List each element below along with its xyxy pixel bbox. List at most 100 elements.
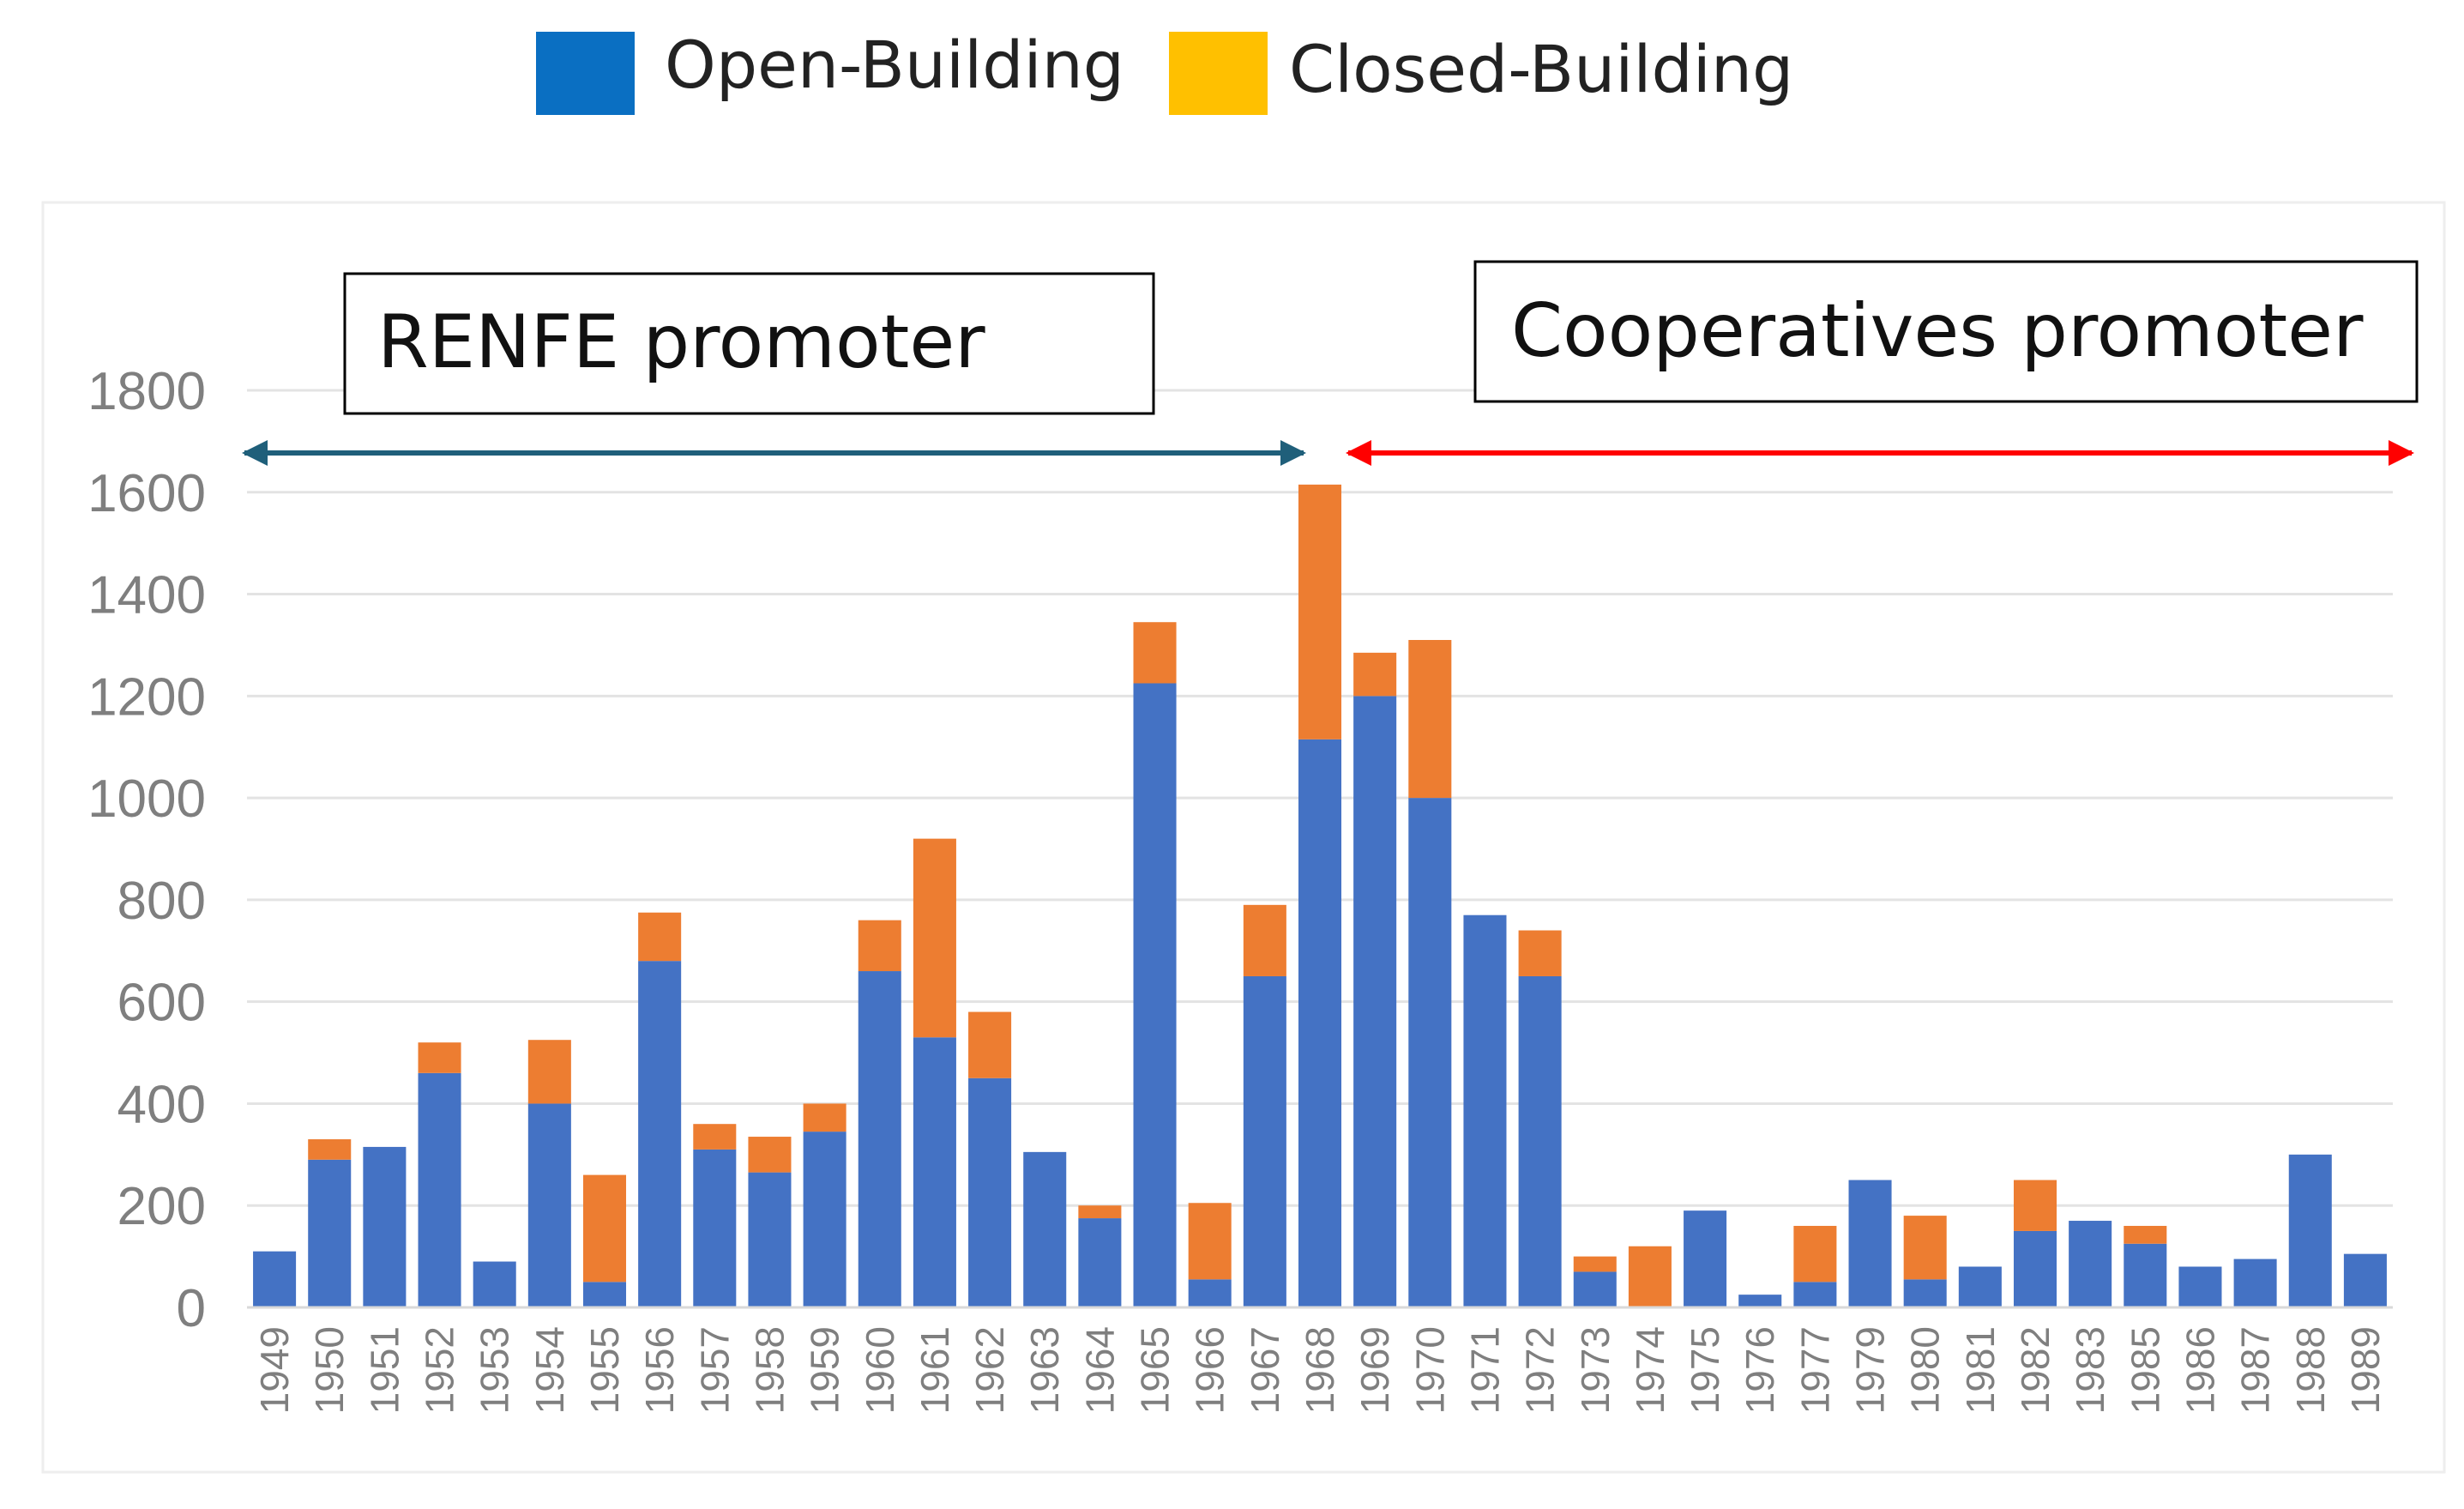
bar-closed-building-1964 xyxy=(1078,1205,1122,1219)
legend: Open-Building Closed-Building xyxy=(536,27,1793,115)
bar-closed-building-1958 xyxy=(748,1137,792,1173)
bar-closed-building-1977 xyxy=(1793,1225,1837,1283)
legend-label-closed-building: Closed-Building xyxy=(1289,31,1793,107)
bar-closed-building-1985 xyxy=(2124,1225,2167,1244)
y-tick-label: 1400 xyxy=(87,566,206,625)
x-tick-label: 1958 xyxy=(747,1326,792,1414)
annotation-box-renfe xyxy=(343,272,1155,415)
y-tick-label: 1200 xyxy=(87,667,206,727)
x-tick-label: 1983 xyxy=(2068,1326,2112,1414)
y-tick-label: 200 xyxy=(117,1177,206,1236)
bar-closed-building-1965 xyxy=(1133,622,1177,684)
bar-open-building-1959 xyxy=(803,1132,846,1307)
bar-open-building-1965 xyxy=(1133,683,1177,1307)
bar-open-building-1961 xyxy=(913,1037,956,1307)
x-tick-label: 1950 xyxy=(307,1326,352,1414)
y-tick-label: 800 xyxy=(117,872,206,931)
x-tick-label: 1967 xyxy=(1243,1326,1287,1414)
bar-open-building-1979 xyxy=(1848,1180,1892,1307)
bar-open-building-1976 xyxy=(1738,1295,1782,1307)
bar-open-building-1957 xyxy=(693,1149,737,1307)
plot-frame xyxy=(41,201,2446,1474)
x-tick-label: 1953 xyxy=(473,1326,517,1414)
bar-open-building-1968 xyxy=(1298,739,1342,1307)
bar-closed-building-1969 xyxy=(1353,652,1397,697)
x-tick-label: 1971 xyxy=(1462,1326,1507,1414)
x-tick-label: 1975 xyxy=(1683,1326,1727,1414)
x-tick-label: 1964 xyxy=(1077,1326,1122,1414)
annotation-cooperatives: Cooperatives promoter xyxy=(1346,260,2419,466)
x-tick-label: 1956 xyxy=(637,1326,682,1414)
legend-swatch-open-building xyxy=(536,32,635,115)
x-tick-label: 1969 xyxy=(1352,1326,1397,1414)
bar-open-building-1985 xyxy=(2124,1243,2167,1307)
x-tick-label: 1949 xyxy=(252,1326,297,1414)
bar-closed-building-1959 xyxy=(803,1103,846,1132)
bar-closed-building-1980 xyxy=(1903,1216,1947,1280)
x-tick-label: 1988 xyxy=(2288,1326,2333,1414)
bar-open-building-1981 xyxy=(1958,1266,2002,1307)
annotation-label-cooperatives: Cooperatives promoter xyxy=(1511,288,2364,374)
x-tick-label: 1987 xyxy=(2233,1326,2278,1414)
legend-swatch-closed-building xyxy=(1169,32,1268,115)
y-tick-label: 1600 xyxy=(87,464,206,523)
bar-closed-building-1974 xyxy=(1628,1246,1672,1307)
bar-closed-building-1954 xyxy=(527,1040,571,1104)
bar-open-building-1952 xyxy=(418,1072,461,1307)
bar-closed-building-1950 xyxy=(308,1139,352,1160)
bar-open-building-1950 xyxy=(308,1159,352,1307)
bar-closed-building-1952 xyxy=(418,1042,461,1073)
x-tick-label: 1968 xyxy=(1298,1326,1342,1414)
bar-open-building-1988 xyxy=(2288,1154,2332,1307)
bar-open-building-1971 xyxy=(1463,914,1507,1307)
x-tick-label: 1980 xyxy=(1903,1326,1948,1414)
x-tick-label: 1962 xyxy=(967,1326,1012,1414)
annotation-box-cooperatives xyxy=(1473,260,2419,403)
bar-open-building-1970 xyxy=(1408,798,1452,1307)
x-tick-label: 1961 xyxy=(913,1326,957,1414)
bar-open-building-1983 xyxy=(2069,1221,2112,1307)
bar-closed-building-1968 xyxy=(1298,484,1342,739)
x-tick-label: 1989 xyxy=(2343,1326,2388,1414)
bar-open-building-1963 xyxy=(1023,1151,1067,1307)
bar-open-building-1964 xyxy=(1078,1218,1122,1307)
x-tick-label: 1976 xyxy=(1738,1326,1782,1414)
legend-label-open-building: Open-Building xyxy=(665,27,1124,103)
x-tick-label: 1974 xyxy=(1628,1326,1672,1414)
bar-open-building-1960 xyxy=(858,971,901,1307)
bar-open-building-1956 xyxy=(638,961,682,1307)
bar-closed-building-1961 xyxy=(913,838,956,1038)
bar-open-building-1966 xyxy=(1188,1279,1232,1307)
bar-closed-building-1960 xyxy=(858,920,901,972)
bar-closed-building-1967 xyxy=(1243,904,1286,976)
bar-open-building-1955 xyxy=(582,1282,627,1307)
x-tick-label: 1977 xyxy=(1792,1326,1837,1414)
bar-closed-building-1982 xyxy=(2013,1180,2057,1231)
y-tick-label: 1800 xyxy=(87,362,206,421)
bar-closed-building-1962 xyxy=(968,1011,1012,1078)
x-tick-label: 1965 xyxy=(1133,1326,1178,1414)
bar-open-building-1972 xyxy=(1518,975,1562,1307)
x-tick-label: 1963 xyxy=(1022,1326,1067,1414)
x-tick-label: 1979 xyxy=(1848,1326,1893,1414)
bar-open-building-1975 xyxy=(1684,1210,1727,1307)
annotation-renfe: RENFE promoter xyxy=(242,272,1306,466)
bar-closed-building-1966 xyxy=(1188,1203,1232,1280)
bar-open-building-1977 xyxy=(1793,1282,1837,1307)
x-tick-label: 1952 xyxy=(418,1326,462,1414)
bar-open-building-1980 xyxy=(1903,1279,1947,1307)
bar-open-building-1951 xyxy=(363,1146,407,1307)
x-axis-ticks: 1949 1950 1951 1952 1953 1954 1955 1956 1957 1958… xyxy=(252,1326,2388,1414)
annotation-label-renfe: RENFE promoter xyxy=(377,299,985,385)
bars xyxy=(253,484,2387,1307)
bar-closed-building-1955 xyxy=(582,1174,627,1283)
y-tick-label: 600 xyxy=(117,974,206,1033)
x-tick-label: 1960 xyxy=(858,1326,902,1414)
bar-open-building-1987 xyxy=(2233,1259,2277,1307)
bar-open-building-1989 xyxy=(2343,1253,2387,1307)
x-tick-label: 1959 xyxy=(803,1326,847,1414)
x-tick-label: 1985 xyxy=(2123,1326,2167,1414)
x-tick-label: 1955 xyxy=(582,1326,627,1414)
bar-closed-building-1970 xyxy=(1408,640,1452,799)
